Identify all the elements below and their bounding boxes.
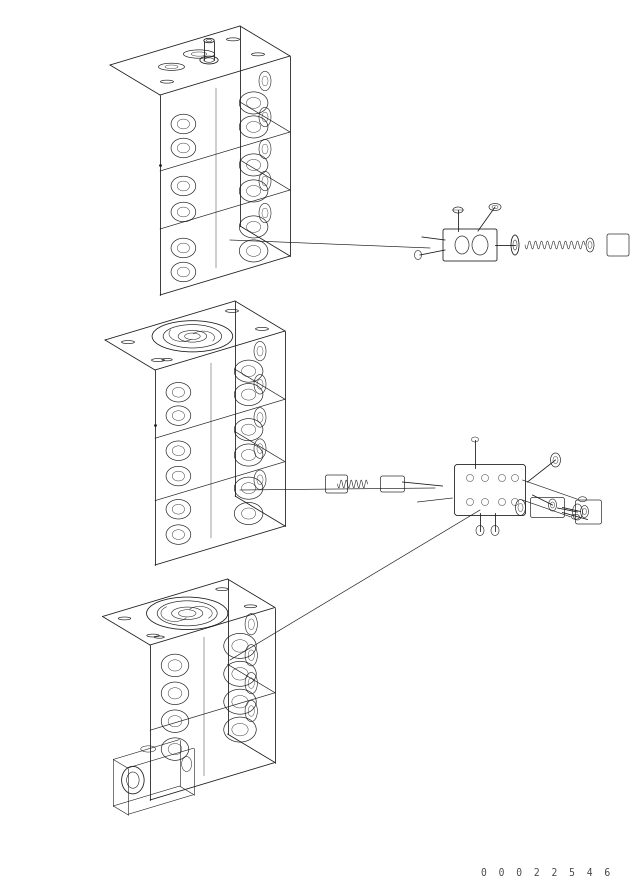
Text: 0  0  0  2  2  5  4  6: 0 0 0 2 2 5 4 6 (480, 868, 610, 878)
